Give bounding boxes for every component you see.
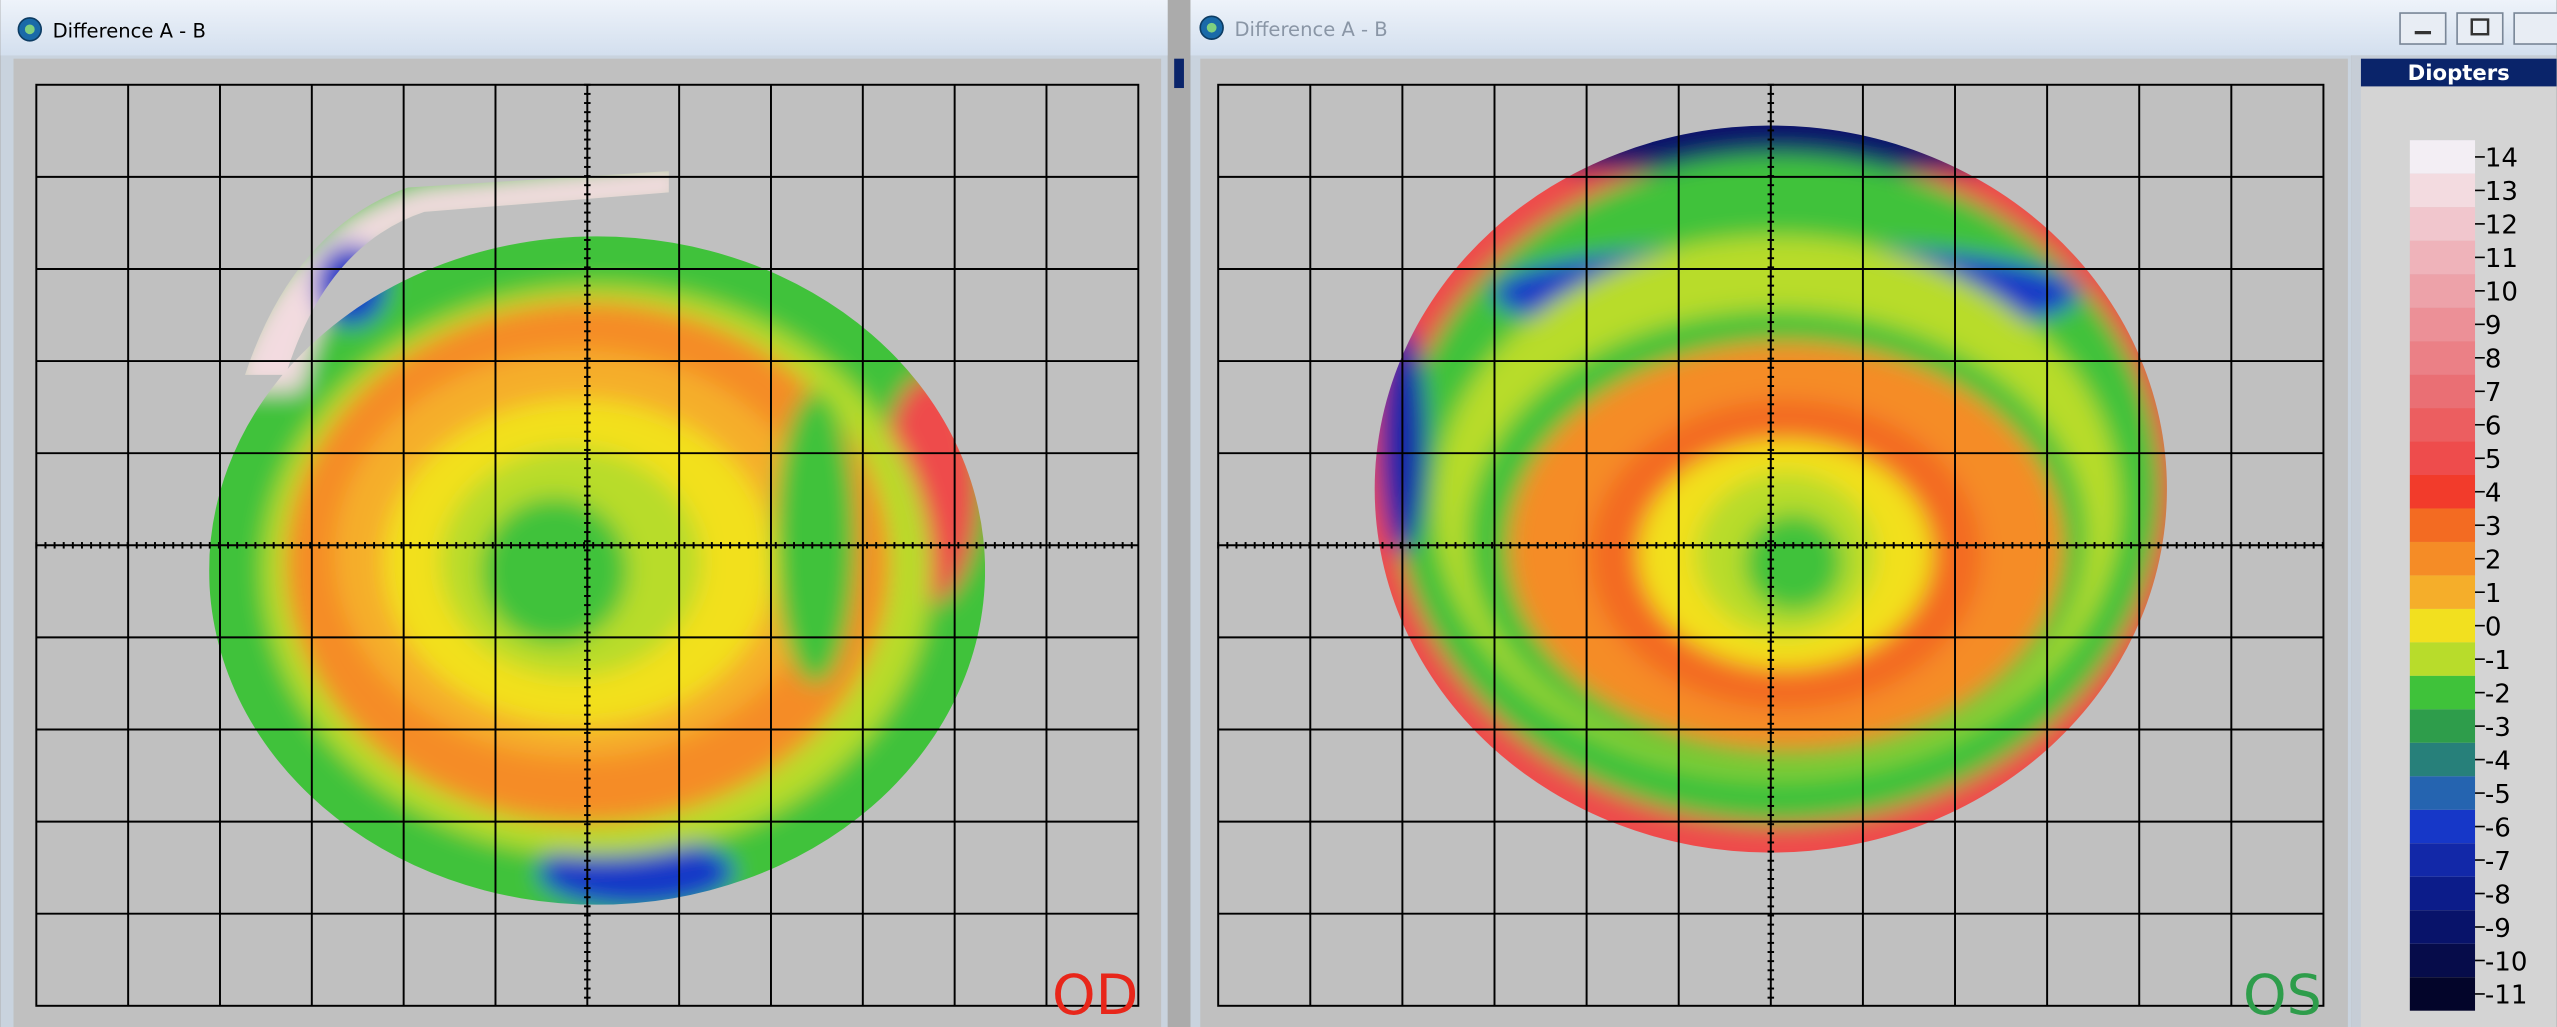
legend-label: 4 <box>2485 479 2502 509</box>
legend-label: -2 <box>2485 679 2511 709</box>
legend-swatch <box>2409 675 2476 710</box>
legend-swatch <box>2409 608 2476 643</box>
legend-swatch <box>2409 943 2476 978</box>
legend-swatch <box>2409 541 2476 576</box>
legend-label: 10 <box>2485 278 2518 308</box>
legend-label: -10 <box>2485 947 2528 977</box>
legend-label: 3 <box>2485 512 2502 542</box>
legend-swatch <box>2409 441 2476 476</box>
legend-swatch <box>2409 742 2476 777</box>
legend-label: 6 <box>2485 412 2502 442</box>
legend-label: -3 <box>2485 713 2511 743</box>
legend-title: Diopters <box>2408 60 2510 85</box>
topography-map-od <box>209 171 986 905</box>
legend-swatch <box>2409 508 2476 542</box>
title-bar <box>1190 0 2557 56</box>
title-bar <box>0 0 1168 56</box>
eye-label: OS <box>2243 964 2322 1027</box>
minimize-button[interactable] <box>2399 12 2447 45</box>
legend-swatch <box>2409 843 2476 877</box>
legend-swatch <box>2409 173 2476 208</box>
legend-swatch <box>2409 240 2476 275</box>
window-title: Difference A - B <box>53 19 206 42</box>
legend-swatch <box>2409 207 2476 241</box>
window-title: Difference A - B <box>1234 18 1387 41</box>
legend-swatch <box>2409 910 2476 944</box>
legend-title-bar <box>2360 58 2557 87</box>
app-icon-dot <box>24 24 35 35</box>
grid <box>1217 83 2325 1007</box>
legend-swatch <box>2409 307 2476 342</box>
legend-swatch <box>2409 274 2476 308</box>
window-right: Difference A - B OS <box>1190 0 2557 1027</box>
legend-label: -11 <box>2485 981 2528 1011</box>
legend-label: -8 <box>2485 880 2511 910</box>
legend-label: 13 <box>2485 177 2518 207</box>
legend-swatch <box>2409 809 2476 844</box>
legend-swatch <box>2409 709 2476 743</box>
legend-swatch <box>2409 140 2476 174</box>
legend-swatch <box>2409 977 2476 1011</box>
legend-label: -1 <box>2485 646 2511 676</box>
legend-label: -5 <box>2485 780 2511 810</box>
legend-label: -4 <box>2485 746 2511 776</box>
app-icon-dot <box>1206 22 1217 33</box>
legend-swatch <box>2409 776 2476 810</box>
window-left: Difference A - B OD <box>0 0 1184 1027</box>
legend-swatch <box>2409 475 2476 509</box>
legend-swatch <box>2409 876 2476 911</box>
legend-swatch <box>2409 408 2476 442</box>
legend-swatch <box>2409 374 2476 409</box>
legend-label: 0 <box>2485 612 2502 642</box>
scroll-edge <box>1174 58 1184 89</box>
legend-label: 9 <box>2485 311 2502 341</box>
legend-label: -7 <box>2485 847 2511 877</box>
legend-swatch <box>2409 575 2476 609</box>
legend-swatch <box>2409 341 2476 375</box>
legend-swatch <box>2409 642 2476 676</box>
legend-label: 2 <box>2485 545 2502 575</box>
legend-label: 7 <box>2485 378 2502 408</box>
legend-label: 14 <box>2485 144 2518 174</box>
legend-label: 5 <box>2485 445 2502 475</box>
legend-label: 1 <box>2485 579 2502 609</box>
restore-button[interactable] <box>2456 12 2504 45</box>
legend-label: 11 <box>2485 244 2518 274</box>
legend-label: -9 <box>2485 914 2511 944</box>
grid <box>35 83 1140 1007</box>
eye-label: OD <box>1052 964 1138 1027</box>
legend-label: 8 <box>2485 345 2502 375</box>
legend-panel: Diopters 14131211109876543210-1-2-3-4-5-… <box>2351 55 2557 1027</box>
restore-icon <box>2470 18 2490 36</box>
legend-label: -6 <box>2485 813 2511 843</box>
close-button[interactable] <box>2513 12 2557 45</box>
legend-label: 12 <box>2485 211 2518 241</box>
